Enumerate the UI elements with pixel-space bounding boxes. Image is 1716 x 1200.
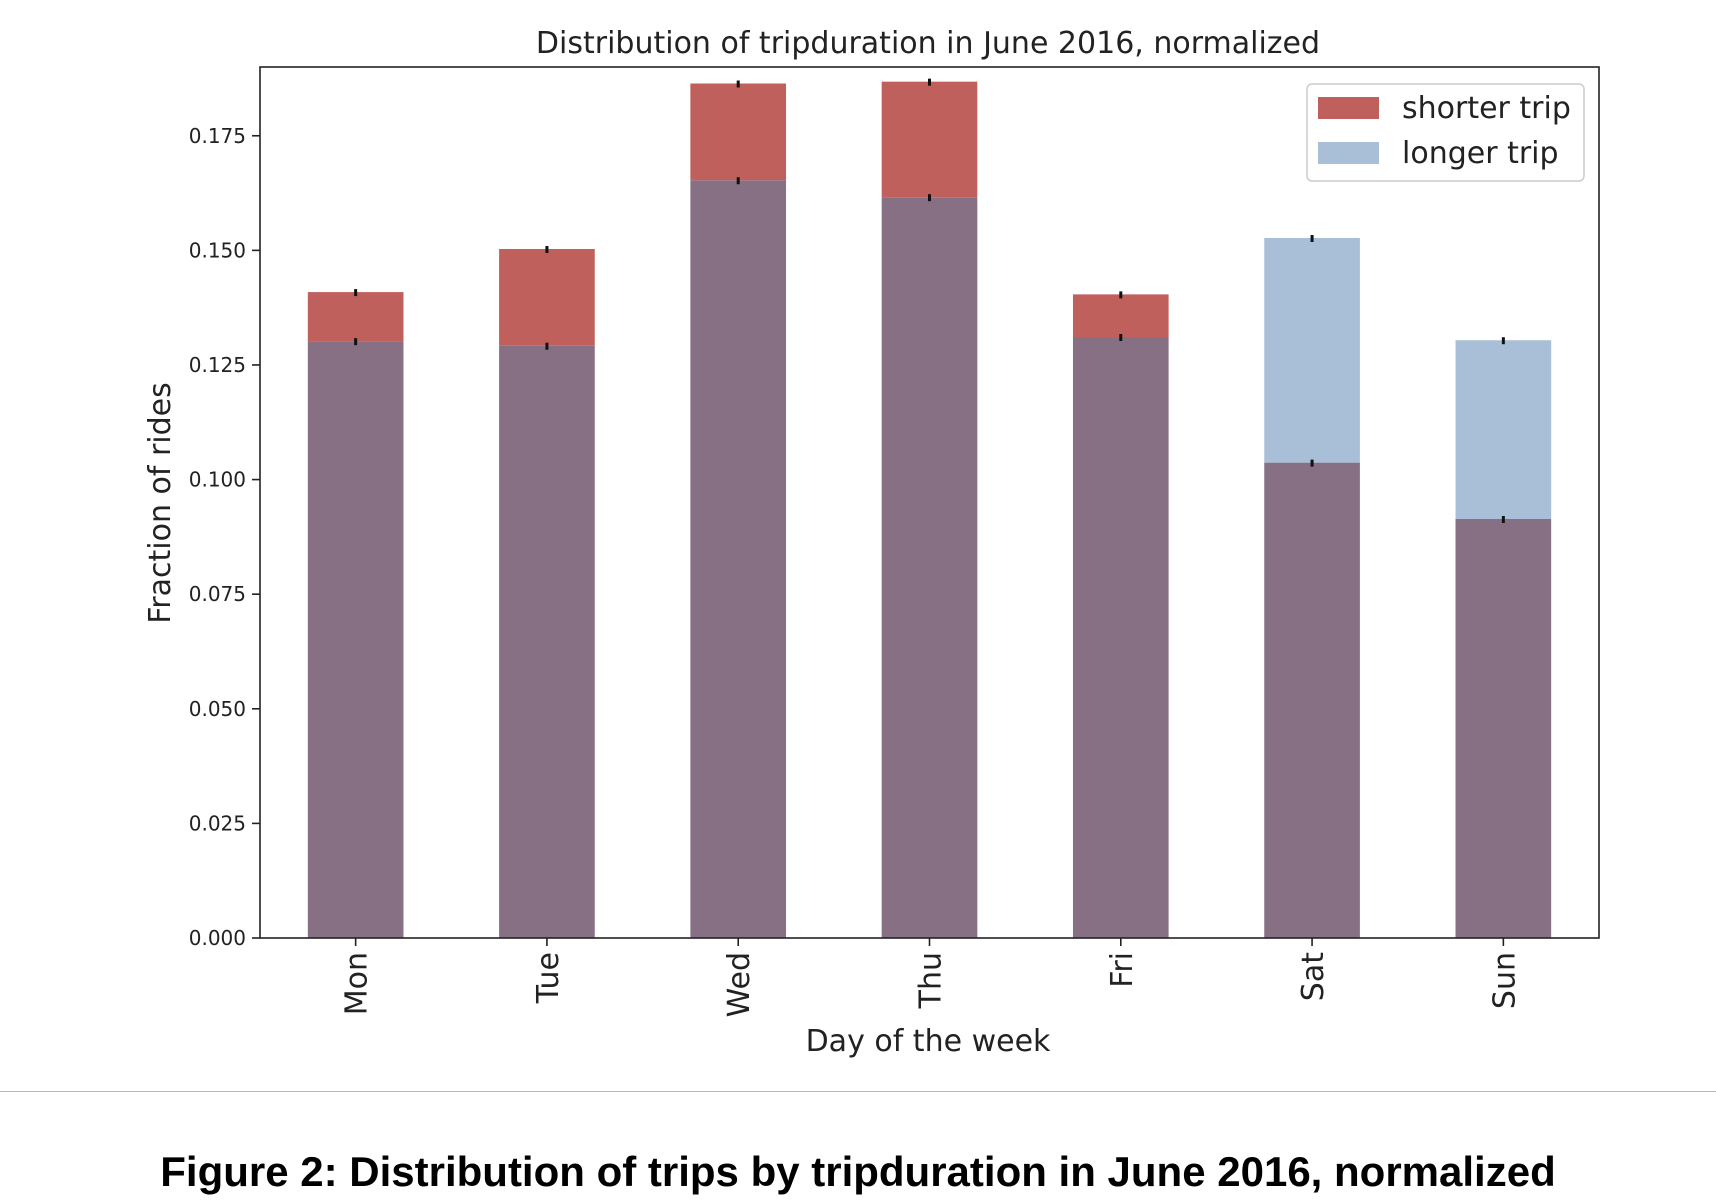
x-tick-label-wed: Wed xyxy=(722,952,757,1017)
y-tick-label: 0.025 xyxy=(189,811,246,835)
bar-overlap-tue xyxy=(499,345,595,939)
error-bars-layer xyxy=(354,78,1505,524)
caption-divider xyxy=(0,1091,1716,1092)
y-axis: 0.000 0.025 0.050 0.075 0.100 0.125 0.150 0.175 xyxy=(189,124,260,950)
chart: Distribution of tripduration in June 201… xyxy=(143,26,1600,1059)
bar-overlap-thu xyxy=(881,197,978,938)
legend-label-shorter-trip: shorter trip xyxy=(1402,91,1571,126)
bar-top-tue xyxy=(499,248,595,346)
x-tick-label-tue: Tue xyxy=(531,952,566,1004)
bar-overlap-mon xyxy=(307,341,404,938)
chart-title: Distribution of tripduration in June 201… xyxy=(536,26,1320,61)
y-tick-label: 0.000 xyxy=(189,926,246,950)
bar-top-sun xyxy=(1455,340,1552,520)
legend-label-longer-trip: longer trip xyxy=(1402,136,1559,171)
y-tick-label: 0.075 xyxy=(189,582,246,606)
y-tick-label: 0.100 xyxy=(189,468,246,492)
x-axis-label: Day of the week xyxy=(806,1024,1051,1059)
bar-top-wed xyxy=(690,83,787,181)
y-tick-label: 0.175 xyxy=(189,124,246,148)
bar-overlap-sun xyxy=(1455,519,1552,938)
y-tick-label: 0.150 xyxy=(189,238,246,262)
x-tick-label-sat: Sat xyxy=(1296,952,1331,1001)
x-tick-label-thu: Thu xyxy=(914,952,949,1009)
bar-top-thu xyxy=(881,81,978,198)
y-axis-label: Fraction of rides xyxy=(143,382,178,624)
bar-top-fri xyxy=(1072,294,1169,338)
bar-top-mon xyxy=(307,292,404,342)
x-tick-label-fri: Fri xyxy=(1105,952,1140,988)
x-axis: Mon Tue Wed Thu Fri Sat Sun xyxy=(340,938,1522,1017)
legend-swatch-shorter-trip xyxy=(1318,97,1379,119)
y-tick-label: 0.125 xyxy=(189,353,246,377)
bar-overlap-fri xyxy=(1072,337,1169,938)
bar-overlap-wed xyxy=(690,180,787,939)
bar-top-sat xyxy=(1264,237,1360,463)
bars-layer xyxy=(307,81,1552,939)
x-tick-label-sun: Sun xyxy=(1487,952,1522,1009)
legend: shorter trip longer trip xyxy=(1306,83,1585,182)
legend-swatch-longer-trip xyxy=(1318,142,1379,164)
bar-overlap-sat xyxy=(1264,462,1360,938)
x-tick-label-mon: Mon xyxy=(340,952,375,1015)
y-tick-label: 0.050 xyxy=(189,697,246,721)
figure-caption: Figure 2: Distribution of trips by tripd… xyxy=(160,1148,1556,1195)
